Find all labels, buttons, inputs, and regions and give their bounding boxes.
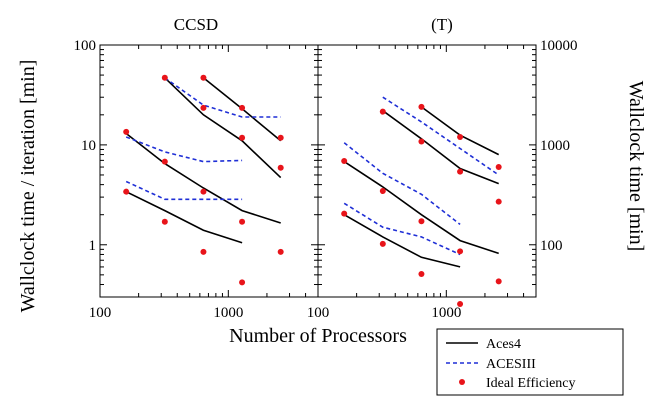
triples-plot-frame (317, 44, 537, 298)
ccsd-x-tick-label: 100 (89, 305, 112, 321)
triples-acesiii-line (343, 142, 461, 226)
triples-aces4-line (343, 160, 499, 255)
left-y-axis-label: Wallclock time / iteration [min] (17, 60, 39, 313)
ccsd-ideal-point (239, 218, 246, 225)
triples-panel-title: (T) (431, 15, 453, 34)
triples-ideal-point (495, 198, 502, 205)
triples-ideal-point (418, 218, 425, 225)
ccsd-aces4-line (125, 132, 281, 224)
triples-x-tick-label: 1000 (431, 305, 461, 321)
triples-y-tick-label: 1000 (540, 138, 570, 154)
triples-ideal-point (457, 133, 464, 140)
ccsd-ideal-point (277, 164, 284, 171)
triples-ideal-point (457, 168, 464, 175)
ccsd-ideal-point (161, 74, 168, 81)
triples-ideal-point (495, 278, 502, 285)
ccsd-acesiii-line (125, 180, 243, 201)
panels-group: 100 1000 1 10 100 100 1000 100 1000 10000 (74, 38, 578, 321)
ccsd-ideal-point (200, 188, 207, 195)
triples-ideal-point (379, 108, 386, 115)
triples-acesiii-line (343, 202, 461, 256)
triples-x-tick-label: 100 (307, 305, 330, 321)
legend-acesiii-label: ACESIII (486, 357, 536, 372)
ccsd-ideal-point (123, 188, 130, 195)
triples-ideal-point (379, 188, 386, 195)
ccsd-panel-title: CCSD (174, 15, 218, 34)
ccsd-ideal-point (277, 134, 284, 141)
ccsd-ideal-point (161, 218, 168, 225)
legend-ideal-marker (459, 379, 465, 385)
triples-y-tick-label: 100 (540, 238, 563, 254)
legend-frame (436, 328, 624, 396)
legend-aces4-label: Aces4 (486, 337, 521, 352)
triples-ideal-point (418, 138, 425, 145)
triples-aces4-line (343, 214, 461, 268)
ccsd-aces4-line (125, 190, 243, 244)
right-y-axis-label: Wallclock time [min] (625, 81, 647, 252)
triples-aces4-line (382, 110, 499, 185)
ccsd-ideal-point (277, 248, 284, 255)
triples-acesiii-line (382, 96, 500, 176)
ccsd-y-tick-label: 100 (74, 38, 97, 54)
triples-y-tick-label: 10000 (540, 38, 578, 54)
ccsd-ideal-point (239, 134, 246, 141)
triples-ideal-point (457, 248, 464, 255)
legend-ideal-label: Ideal Efficiency (486, 376, 576, 391)
triples-ideal-point (418, 103, 425, 110)
ccsd-acesiii-line (125, 136, 243, 163)
ccsd-ideal-point (200, 74, 207, 81)
ccsd-ideal-point (161, 158, 168, 165)
ccsd-acesiii-line (164, 77, 281, 118)
triples-ideal-point (341, 210, 348, 217)
ccsd-ideal-point (200, 248, 207, 255)
triples-ideal-point (495, 164, 502, 171)
ccsd-ideal-point (123, 128, 130, 135)
ccsd-y-tick-label: 1 (89, 238, 97, 254)
ccsd-y-tick-label: 10 (81, 138, 96, 154)
triples-ideal-point (379, 240, 386, 247)
ccsd-ideal-point (239, 104, 246, 111)
ccsd-x-tick-label: 1000 (213, 305, 243, 321)
legend: Aces4 ACESIII Ideal Efficiency (436, 328, 624, 396)
triples-ideal-point (457, 301, 464, 308)
ccsd-aces4-line (164, 77, 282, 179)
x-axis-label: Number of Processors (229, 325, 407, 347)
ccsd-ideal-point (239, 279, 246, 286)
ccsd-ideal-point (200, 104, 207, 111)
triples-ideal-point (341, 157, 348, 164)
triples-ideal-point (418, 270, 425, 277)
